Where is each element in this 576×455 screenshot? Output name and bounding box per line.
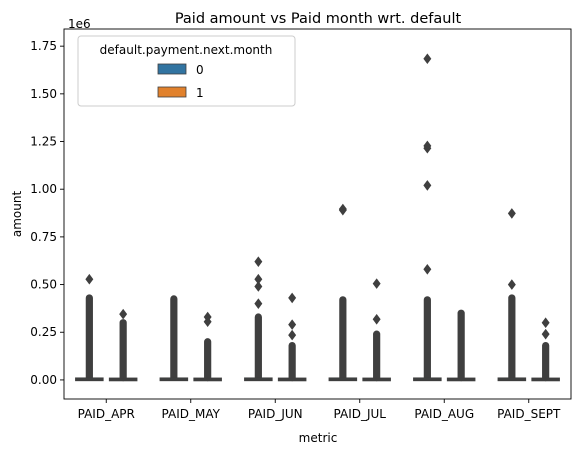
y-tick-label: 0.50 [30, 278, 57, 292]
box-group [497, 208, 527, 382]
x-tick-label: PAID_APR [78, 407, 135, 421]
box-group [328, 203, 358, 382]
chart-title: Paid amount vs Paid month wrt. default [175, 11, 462, 27]
outlier-point [338, 203, 347, 215]
outlier-point [203, 311, 212, 323]
y-tick-label: 1.50 [30, 87, 57, 101]
outlier-point [119, 308, 128, 320]
box-group [108, 308, 138, 382]
box-group [362, 278, 391, 382]
outlier-point [372, 313, 381, 325]
outlier-point [254, 281, 263, 292]
legend: default.payment.next.month 0 1 [77, 35, 296, 107]
outlier-point [85, 273, 94, 285]
plot-area [75, 53, 560, 382]
x-tick-label: PAID_MAY [162, 407, 221, 421]
legend-swatch-1 [157, 86, 187, 98]
y-tick-label: 1.25 [30, 135, 57, 149]
outlier-point [541, 317, 550, 329]
legend-frame [77, 35, 296, 107]
box-group [277, 292, 307, 382]
box-group [75, 273, 104, 382]
x-axis: PAID_APR PAID_MAY PAID_JUN PAID_JUL PAID_AUG… [78, 399, 561, 421]
outlier-point [254, 256, 263, 267]
outlier-point [254, 273, 263, 285]
outlier-point [507, 279, 516, 290]
outlier-point [541, 328, 550, 340]
x-tick-label: PAID_JUN [248, 407, 303, 421]
outlier-point [254, 298, 263, 309]
plot-frame [63, 28, 572, 400]
y-offset-label: 1e6 [68, 17, 91, 31]
outlier-point [507, 208, 516, 219]
outlier-point [423, 180, 432, 191]
legend-label-0: 0 [196, 63, 204, 77]
outlier-point [423, 140, 432, 152]
y-tick-label: 0.00 [30, 373, 57, 387]
y-axis-label: amount [10, 191, 24, 238]
outlier-point [423, 53, 432, 65]
box-group [244, 256, 273, 382]
outlier-point [288, 329, 297, 341]
box-group [159, 295, 189, 382]
outlier-point [288, 319, 297, 330]
outlier-point [423, 264, 432, 275]
legend-title: default.payment.next.month [100, 43, 273, 57]
legend-label-1: 1 [196, 86, 204, 100]
box-group [531, 317, 560, 382]
outlier-point [372, 278, 381, 289]
outlier-point [288, 292, 297, 304]
y-axis: 0.00 0.25 0.50 0.75 1.00 1.25 1.50 1.75 [30, 39, 64, 387]
box-group [193, 311, 222, 382]
y-tick-label: 1.75 [30, 39, 57, 53]
box-group [413, 53, 442, 382]
y-tick-label: 0.25 [30, 325, 57, 339]
x-tick-label: PAID_SEPT [497, 407, 561, 421]
legend-swatch-0 [157, 63, 187, 75]
x-axis-label: metric [299, 431, 338, 445]
y-tick-label: 0.75 [30, 230, 57, 244]
y-tick-label: 1.00 [30, 182, 57, 196]
x-tick-label: PAID_JUL [334, 407, 387, 421]
x-tick-label: PAID_AUG [414, 407, 474, 421]
box-group [446, 309, 476, 382]
